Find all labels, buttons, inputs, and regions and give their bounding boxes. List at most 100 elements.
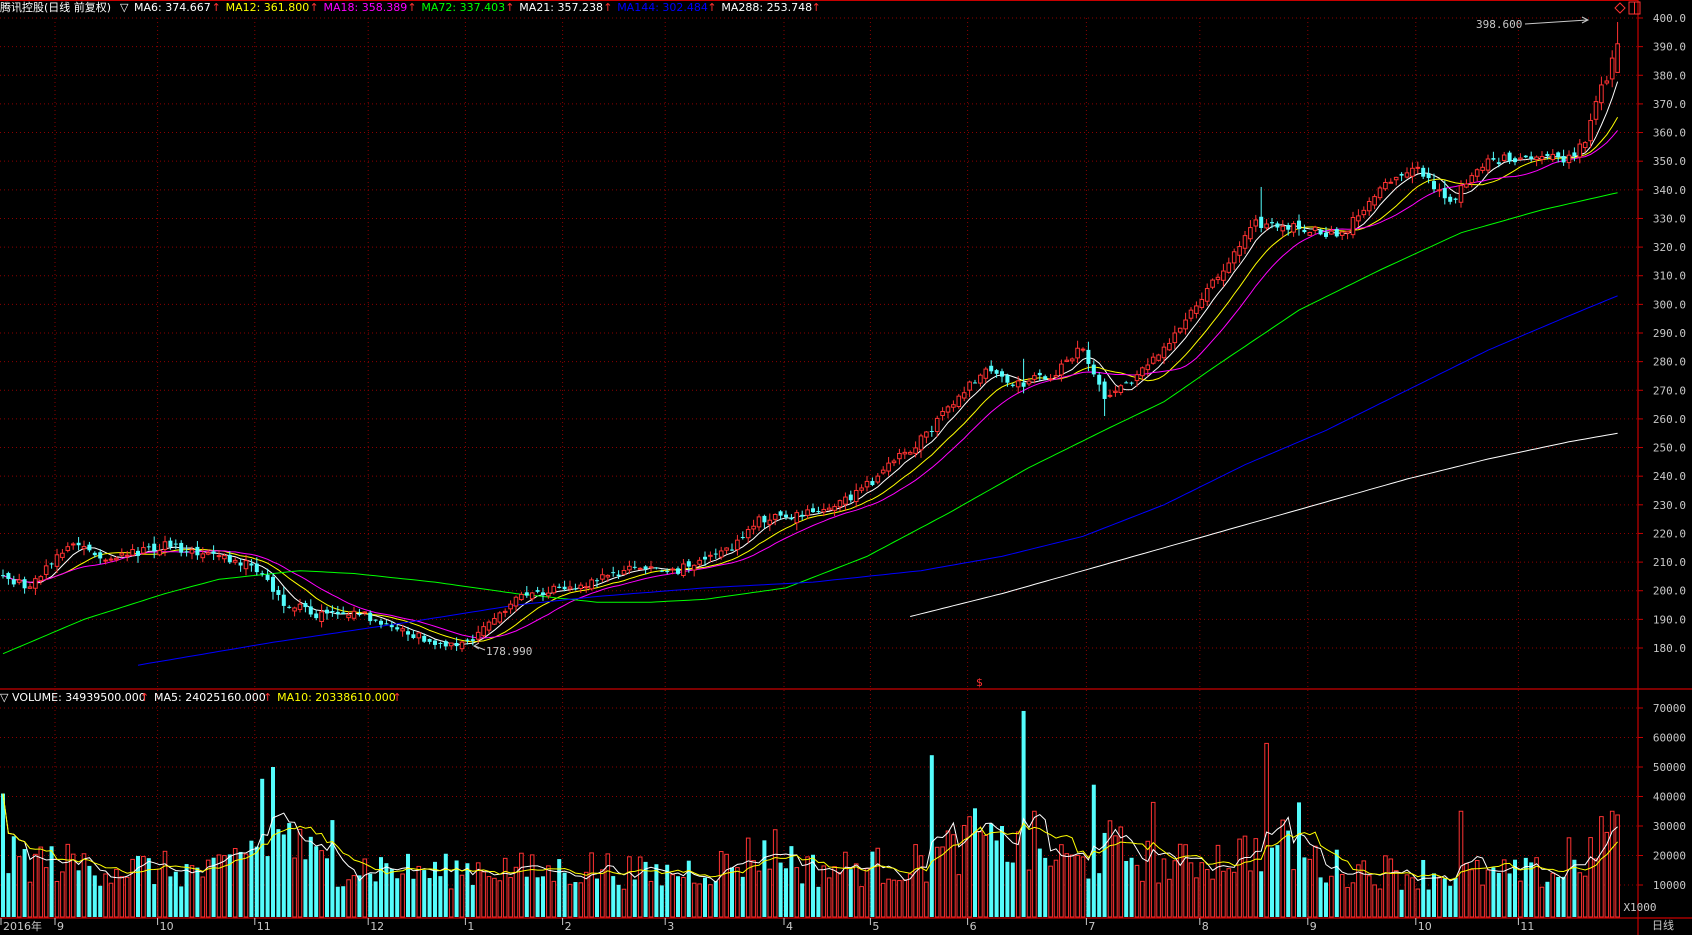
candle[interactable] (654, 567, 659, 570)
candle[interactable] (1, 569, 5, 579)
candle[interactable] (784, 510, 788, 520)
candle[interactable] (794, 509, 800, 531)
candle[interactable] (967, 380, 972, 398)
candle[interactable] (1010, 383, 1015, 388)
candle[interactable] (1324, 226, 1328, 239)
volume-bar[interactable] (22, 849, 27, 917)
volume-bar[interactable] (897, 880, 902, 918)
volume-bar[interactable] (1485, 869, 1491, 918)
volume-bar[interactable] (98, 885, 103, 917)
volume-bar[interactable] (357, 875, 362, 917)
candle[interactable] (1064, 356, 1070, 363)
volume-bar[interactable] (1307, 858, 1313, 918)
volume-bar[interactable] (486, 876, 492, 918)
candle[interactable] (357, 608, 362, 617)
candle[interactable] (1399, 172, 1404, 182)
volume-bar[interactable] (1037, 848, 1042, 917)
candle[interactable] (1199, 292, 1205, 310)
volume-bar[interactable] (767, 868, 773, 918)
candle[interactable] (1453, 197, 1458, 204)
candle[interactable] (524, 586, 529, 598)
volume-bar[interactable] (1199, 862, 1205, 918)
volume-bar[interactable] (205, 859, 211, 918)
candle[interactable] (184, 545, 189, 557)
volume-bar[interactable] (730, 867, 734, 917)
volume-bar[interactable] (1318, 877, 1323, 917)
volume-bar[interactable] (341, 886, 346, 917)
volume-bar[interactable] (1339, 873, 1345, 918)
volume-bar[interactable] (778, 862, 783, 917)
volume-bar[interactable] (1000, 826, 1004, 917)
candle[interactable] (605, 574, 611, 583)
candle[interactable] (368, 610, 373, 625)
candle[interactable] (1140, 366, 1145, 381)
candle[interactable] (848, 490, 853, 503)
candle[interactable] (1231, 248, 1237, 271)
candle[interactable] (103, 558, 108, 565)
volume-bar[interactable] (1010, 862, 1015, 917)
volume-bar[interactable] (384, 863, 389, 917)
candle[interactable] (811, 503, 815, 514)
volume-bar[interactable] (529, 854, 535, 918)
candle[interactable] (314, 609, 319, 621)
volume-bar[interactable] (924, 881, 929, 918)
candle[interactable] (1097, 372, 1102, 392)
volume-bar[interactable] (864, 868, 870, 918)
volume-bar[interactable] (454, 860, 459, 917)
candle[interactable] (1356, 209, 1361, 228)
candle[interactable] (92, 551, 97, 558)
volume-bar[interactable] (1270, 847, 1274, 917)
candle[interactable] (821, 503, 827, 517)
candle[interactable] (994, 369, 999, 378)
volume-bar[interactable] (1134, 864, 1140, 918)
candle[interactable] (735, 534, 740, 556)
volume-bar[interactable] (368, 873, 373, 917)
volume-bar[interactable] (1080, 856, 1086, 918)
candle[interactable] (1609, 50, 1615, 88)
volume-bar[interactable] (1432, 873, 1436, 917)
volume-bar[interactable] (400, 873, 405, 918)
candle[interactable] (535, 586, 540, 594)
volume-bar[interactable] (562, 872, 567, 917)
candle[interactable] (1118, 384, 1124, 396)
volume-bar[interactable] (1221, 870, 1226, 918)
candle[interactable] (136, 546, 140, 563)
candle[interactable] (400, 624, 405, 637)
volume-bar[interactable] (379, 857, 383, 917)
volume-bar[interactable] (1572, 859, 1577, 917)
volume-bar[interactable] (546, 865, 551, 918)
volume-bar[interactable] (1350, 882, 1356, 918)
volume-bar[interactable] (1259, 871, 1264, 917)
volume-bar[interactable] (1448, 885, 1453, 917)
candle[interactable] (492, 613, 497, 626)
volume-bar[interactable] (1302, 857, 1307, 917)
candle[interactable] (708, 551, 713, 563)
candle[interactable] (11, 575, 16, 588)
candle[interactable] (1129, 381, 1134, 386)
volume-bar[interactable] (1286, 830, 1291, 917)
candle[interactable] (956, 393, 962, 409)
candle[interactable] (891, 458, 897, 467)
volume-bar[interactable] (708, 884, 713, 918)
candle[interactable] (1188, 307, 1194, 322)
candle[interactable] (1069, 357, 1075, 364)
candle[interactable] (745, 525, 751, 543)
candle[interactable] (1464, 179, 1469, 189)
candle[interactable] (497, 611, 503, 624)
candle[interactable] (1566, 150, 1572, 169)
candle[interactable] (254, 557, 259, 576)
volume-bar[interactable] (994, 840, 999, 917)
candle[interactable] (152, 536, 157, 559)
volume-bar[interactable] (1556, 876, 1561, 917)
volume-bar[interactable] (38, 846, 44, 918)
dividend-marker[interactable]: $ (976, 676, 983, 689)
candle[interactable] (832, 503, 837, 517)
candle[interactable] (470, 634, 475, 646)
candle[interactable] (1302, 224, 1307, 234)
volume-bar[interactable] (76, 870, 81, 917)
volume-bar[interactable] (567, 883, 573, 918)
volume-bar[interactable] (859, 886, 864, 918)
candle[interactable] (1415, 161, 1421, 174)
volume-bar[interactable] (65, 843, 71, 918)
volume-bar[interactable] (459, 874, 465, 918)
